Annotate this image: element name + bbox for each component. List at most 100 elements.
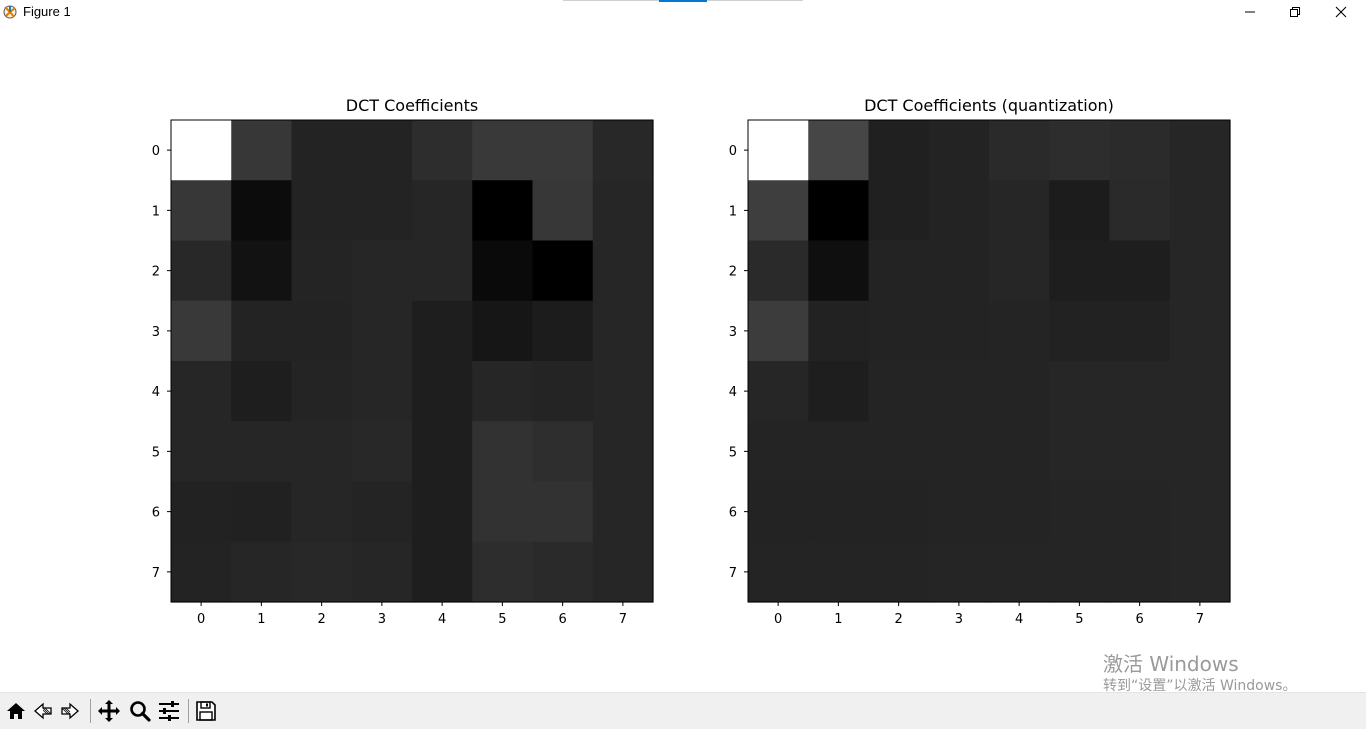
back-icon [34,702,52,720]
heatmap-cell [231,481,293,543]
heatmap-cell [808,361,870,422]
heatmap-cell [1109,481,1171,543]
heatmap-cell [171,481,232,543]
heatmap-cell [748,541,809,603]
pan-button[interactable] [97,699,121,723]
heatmap-cell [1109,300,1171,362]
save-icon [196,701,216,721]
y-tick-label: 1 [729,204,737,219]
heatmap-cell [748,361,809,422]
heatmap-cell [291,421,353,483]
heatmap-cell [928,541,990,603]
heatmap-cell [808,481,870,543]
heatmap-cell [532,541,594,603]
heatmap-cell [532,481,594,543]
x-tick-label: 4 [438,612,446,627]
y-tick-label: 7 [152,566,160,581]
x-tick-label: 0 [197,612,205,627]
activation-watermark-text: 转到“设置”以激活 Windows。 [1103,678,1297,694]
heatmap-cell [412,180,473,242]
y-tick-label: 7 [729,566,737,581]
heatmap-cell [989,300,1050,362]
heatmap-cell [532,421,594,483]
heatmap-cell [1169,481,1231,543]
heatmap-cell [171,421,232,483]
heatmap-cell [868,481,930,543]
figure-canvas[interactable]: DCT Coefficients DCT Coefficients (quant… [0,24,1366,692]
heatmap-cell [868,120,930,181]
configure-subplots-button[interactable] [157,699,181,723]
home-button[interactable] [4,699,28,723]
back-button[interactable] [31,699,55,723]
y-tick-label: 1 [152,204,160,219]
heatmap-cell [928,300,990,362]
heatmap-cell [1049,180,1111,242]
axes-frame [747,119,1231,603]
heatmap-cell [472,421,534,483]
heatmap-cell [592,300,654,362]
heatmap-cell [989,180,1050,242]
heatmap-cell [592,180,654,242]
heatmap-cell [1049,361,1111,422]
close-button[interactable] [1318,0,1364,24]
heatmap-cell [1169,180,1231,242]
save-button[interactable] [194,699,218,723]
heatmap-cell [592,240,654,302]
heatmap-cell [748,421,809,483]
forward-button[interactable] [58,699,82,723]
heatmap-cell [412,361,473,422]
heatmap-cell [868,421,930,483]
y-tick-label: 4 [729,385,737,400]
y-tick-label: 0 [729,144,737,159]
heatmap-cell [532,180,594,242]
x-tick-label: 6 [558,612,566,627]
zoom-button[interactable] [128,699,152,723]
heatmap-cell [1109,541,1171,603]
heatmap-cell [868,300,930,362]
x-tick-label: 1 [834,612,842,627]
heatmap-0: 0 1 2 3 4 5 6 7 0 1 2 3 4 5 6 7 [152,119,654,627]
minimize-button[interactable] [1227,0,1273,24]
heatmap-cell [1109,240,1171,302]
y-tick-label: 4 [152,385,160,400]
matplotlib-figure-icon [2,3,18,19]
heatmap-cell [808,541,870,603]
y-tick-label: 2 [152,265,160,280]
y-tick-label: 5 [152,445,160,460]
x-tick-label: 5 [1075,612,1083,627]
close-icon [1335,6,1347,18]
heatmap-cell [989,541,1050,603]
window-titlebar: Figure 1 [0,0,1366,24]
x-tick-label: 3 [378,612,386,627]
heatmap-cell [351,120,413,181]
heatmap-cell [1169,240,1231,302]
heatmap-cell [472,541,534,603]
heatmap-cell [928,361,990,422]
home-icon [7,703,25,719]
toolbar-divider [90,699,91,723]
maximize-icon [1290,7,1300,17]
heatmap-cell [808,421,870,483]
heatmap-cell [989,240,1050,302]
heatmap-cell [532,300,594,362]
heatmap-cell [592,361,654,422]
heatmap-cell [472,300,534,362]
x-tick-label: 0 [774,612,782,627]
x-tick-label: 2 [894,612,902,627]
heatmap-cell [291,180,353,242]
heatmap-cell [231,180,293,242]
heatmap-cell [412,421,473,483]
heatmap-cell [231,300,293,362]
window-title: Figure 1 [23,4,71,19]
pan-icon [98,700,120,722]
heatmap-cell [989,481,1050,543]
toolbar-divider [188,699,189,723]
heatmap-cell [171,120,232,181]
heatmap-cell [351,180,413,242]
heatmap-cell [291,120,353,181]
maximize-button[interactable] [1272,0,1318,24]
heatmap-cell [412,481,473,543]
heatmap-cell [1169,300,1231,362]
heatmap-cell [231,120,293,181]
heatmap-dct: 0 1 2 3 4 5 6 7 0 1 2 3 4 5 6 7 0 1 2 3 4 5 6 7 0 1 2 3 4 5 6 7 [152,119,1231,627]
